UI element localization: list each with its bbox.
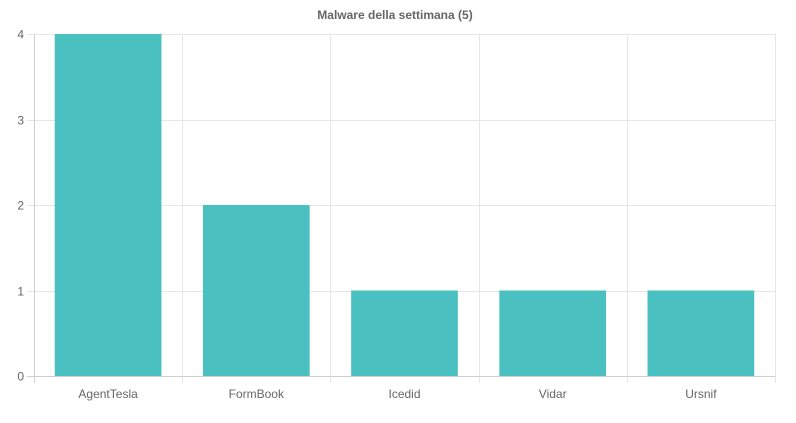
bars <box>54 34 755 376</box>
y-tick-label: 0 <box>17 370 24 384</box>
bar-agenttesla <box>54 34 162 376</box>
y-tick-label: 3 <box>17 114 24 128</box>
bar-icedid <box>351 290 458 376</box>
bar-vidar <box>499 290 607 376</box>
x-tick-label: FormBook <box>229 387 285 401</box>
x-tick-label: Ursnif <box>685 387 717 401</box>
axes <box>27 34 775 383</box>
y-tick-label: 2 <box>17 199 24 213</box>
chart-title: Malware della settimana (5) <box>317 8 473 22</box>
x-tick-label: AgentTesla <box>78 387 138 401</box>
y-tick-label: 4 <box>17 28 24 42</box>
bar-formbook <box>202 205 310 376</box>
x-tick-label: Icedid <box>388 387 420 401</box>
y-tick-label: 1 <box>17 285 24 299</box>
tick-labels: 0 1 2 3 4 AgentTesla FormBook Icedid Vidar Ursnif <box>17 28 717 402</box>
x-tick-label: Vidar <box>539 387 567 401</box>
bar-ursnif <box>647 290 755 376</box>
